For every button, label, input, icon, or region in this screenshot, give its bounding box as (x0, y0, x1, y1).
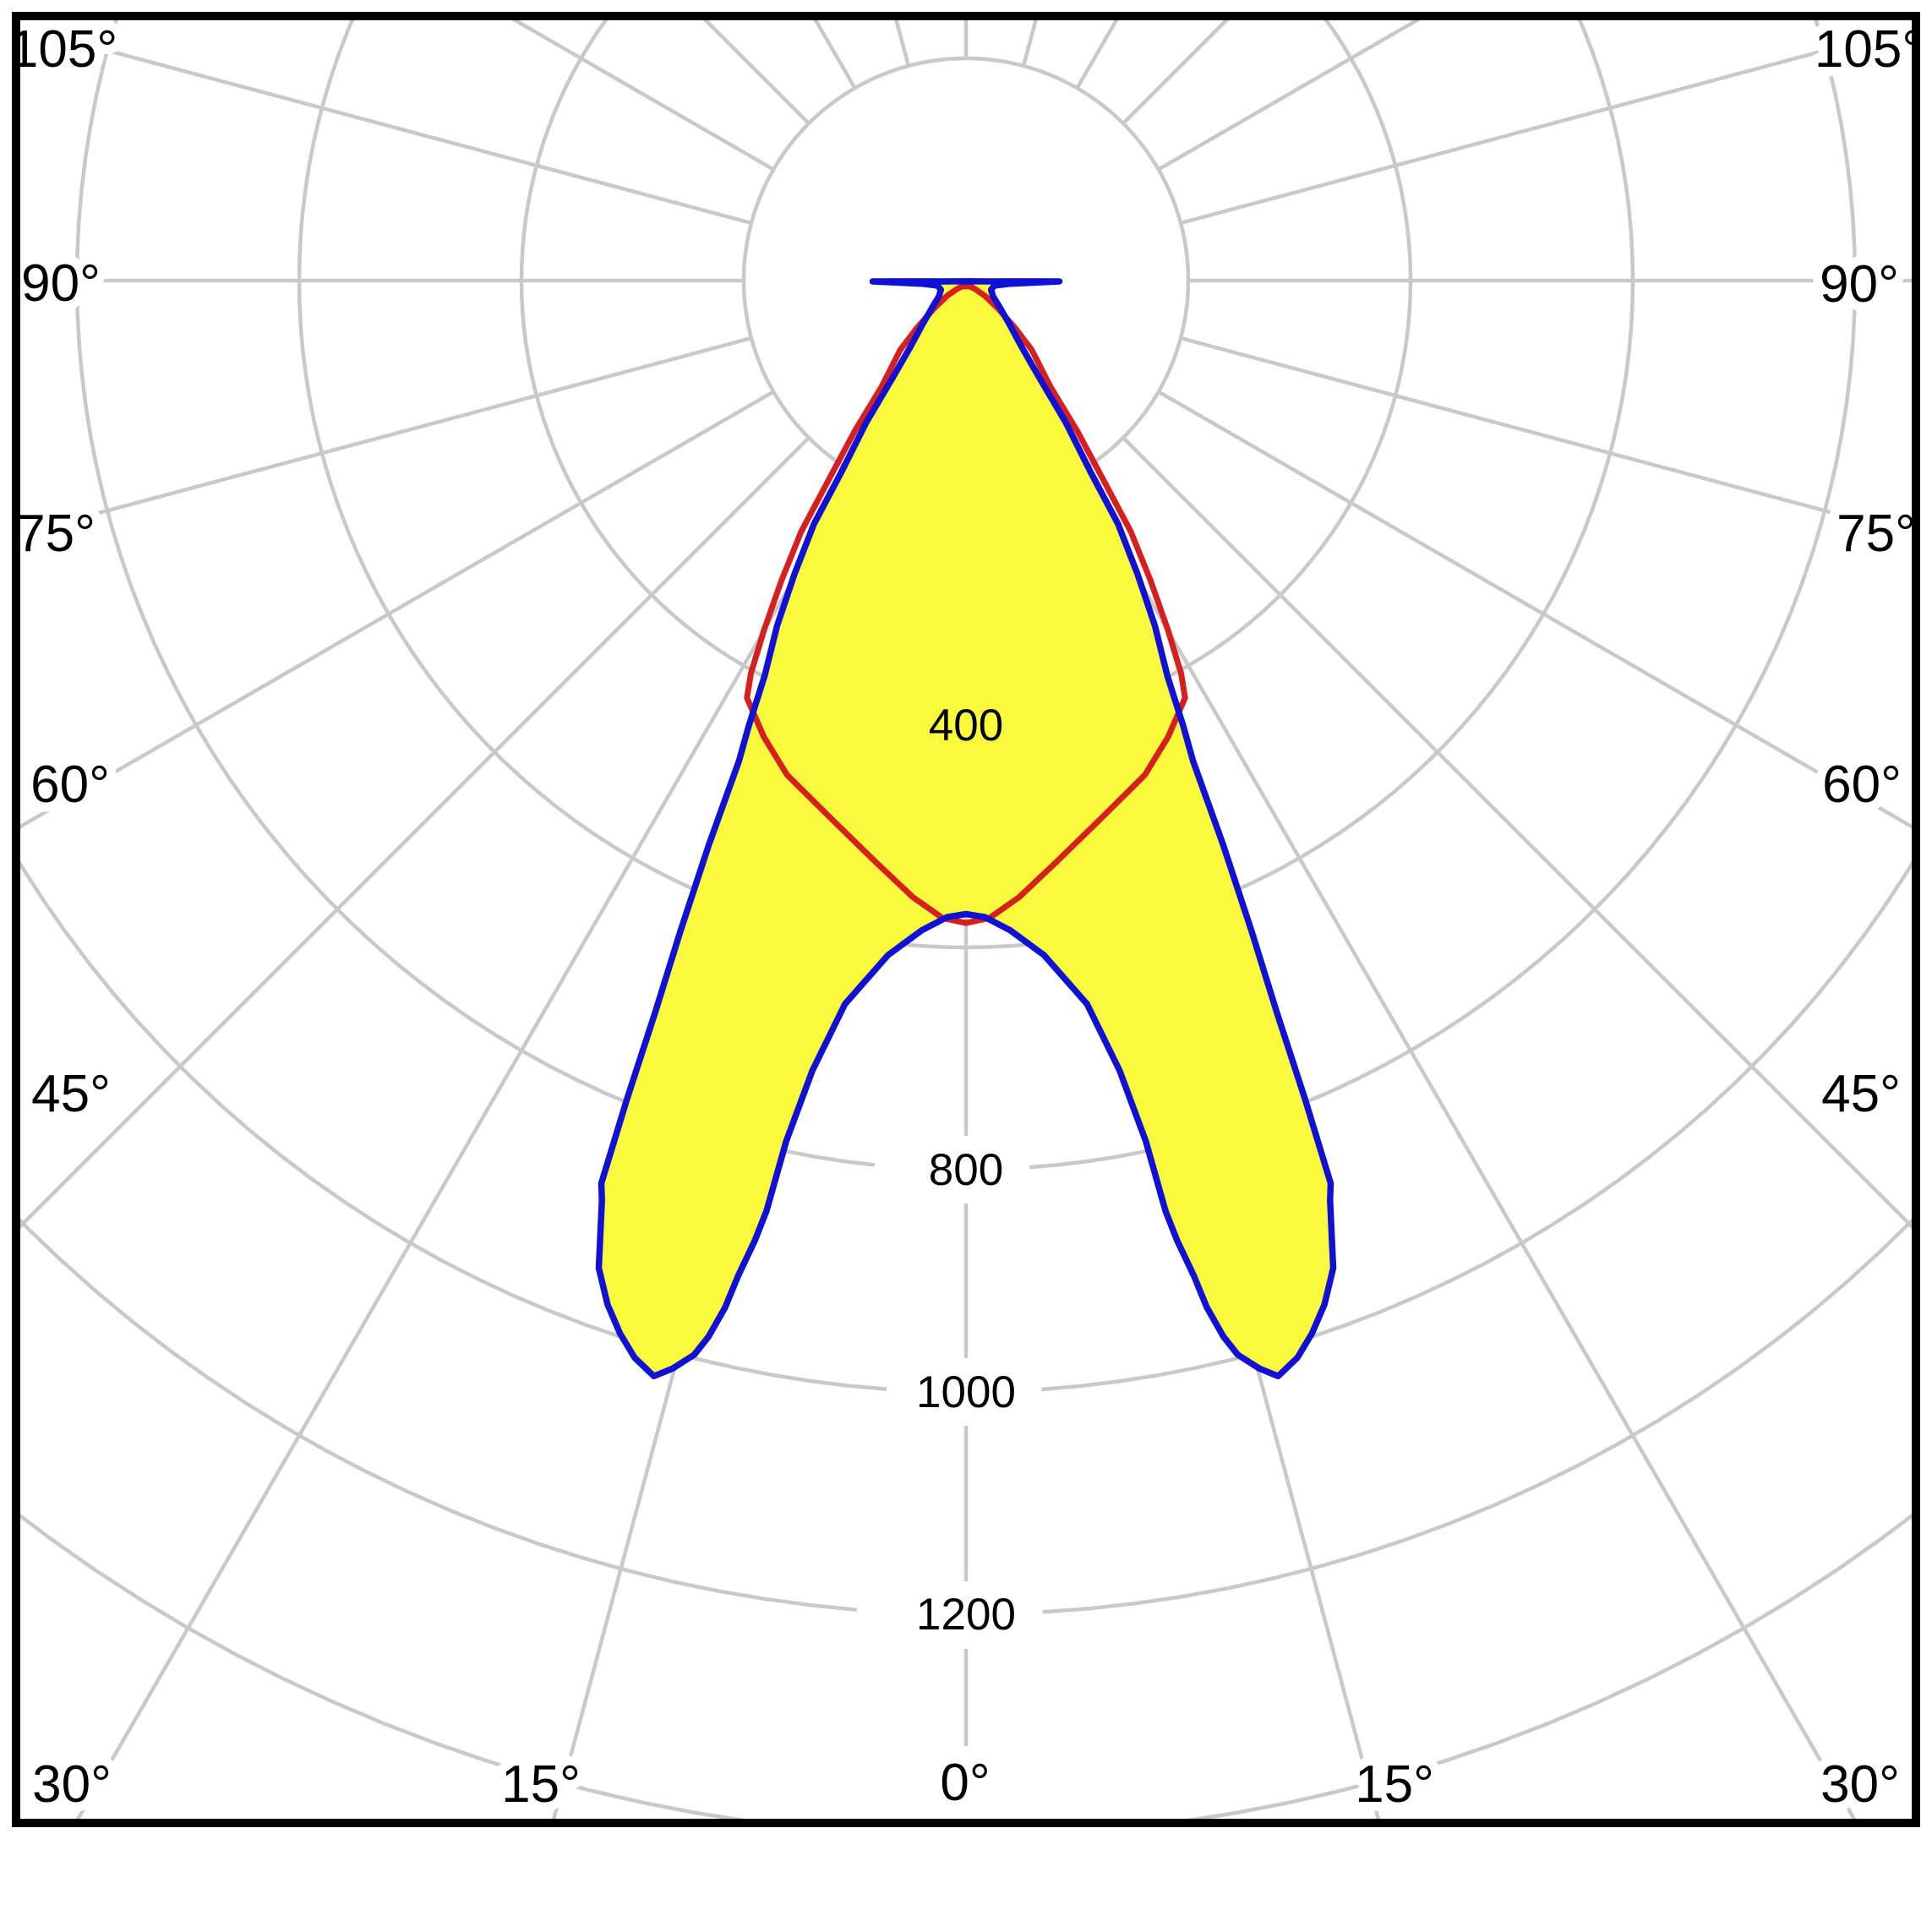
angle-label-bottom-15: 15° (501, 1755, 581, 1814)
grid-ray-105 (1180, 24, 1916, 226)
grid-ray-60 (1157, 390, 1916, 832)
radial-label-1000: 1000 (916, 1367, 1016, 1417)
grid-ray--45 (16, 436, 810, 1234)
radial-label-400: 400 (929, 701, 1003, 750)
angle-label-right-105: 105° (1815, 20, 1923, 79)
curve-c0-c180 (595, 278, 1337, 1380)
grid-ray--105 (16, 24, 752, 226)
angle-label-right-75: 75° (1836, 505, 1916, 563)
angle-label-left-90: 90° (21, 254, 101, 313)
angle-labels: 105° 90° 75° 60° 45° 105° 90° 75° 60° 45° 30° 15° 0°… (0, 11, 1932, 1823)
radial-label-800: 800 (929, 1145, 1003, 1195)
angle-label-bottom-0: 0° (940, 1754, 990, 1812)
angle-label-bottom-30: 30° (32, 1755, 112, 1814)
angle-label-bottom--30: 30° (1820, 1755, 1900, 1814)
red-curve (744, 283, 1188, 926)
grid-ray-30 (1075, 472, 1859, 1823)
grid-ray-45 (1122, 436, 1916, 1234)
grid-ray--30 (73, 472, 857, 1823)
grid-ray--60 (16, 390, 775, 832)
intensity-area-fill (598, 281, 1334, 1377)
angle-label-right-90: 90° (1820, 255, 1899, 314)
blue-curve (595, 278, 1337, 1380)
grid-ray-75 (1180, 336, 1916, 538)
angle-label-left-60: 60° (30, 756, 110, 814)
angle-label-left-75: 75° (16, 505, 96, 563)
yellow-intensity-area (598, 281, 1334, 1377)
curve-c90-c270 (744, 283, 1188, 926)
grid-circle-400 (519, 16, 1413, 723)
grid-ray--75 (16, 336, 752, 538)
radial-tick-labels: 400 800 1000 1200 (916, 701, 1016, 1640)
angle-label-right-60: 60° (1822, 756, 1902, 814)
angle-label-right-45: 45° (1821, 1065, 1901, 1123)
radial-label-1200: 1200 (916, 1590, 1016, 1640)
angle-label-bottom--15: 15° (1355, 1755, 1434, 1814)
angle-label-left-105: 105° (9, 20, 117, 79)
angle-label-left-45: 45° (31, 1065, 111, 1123)
grid-circle-800 (74, 16, 1858, 1170)
chart-frame (12, 12, 1920, 1827)
